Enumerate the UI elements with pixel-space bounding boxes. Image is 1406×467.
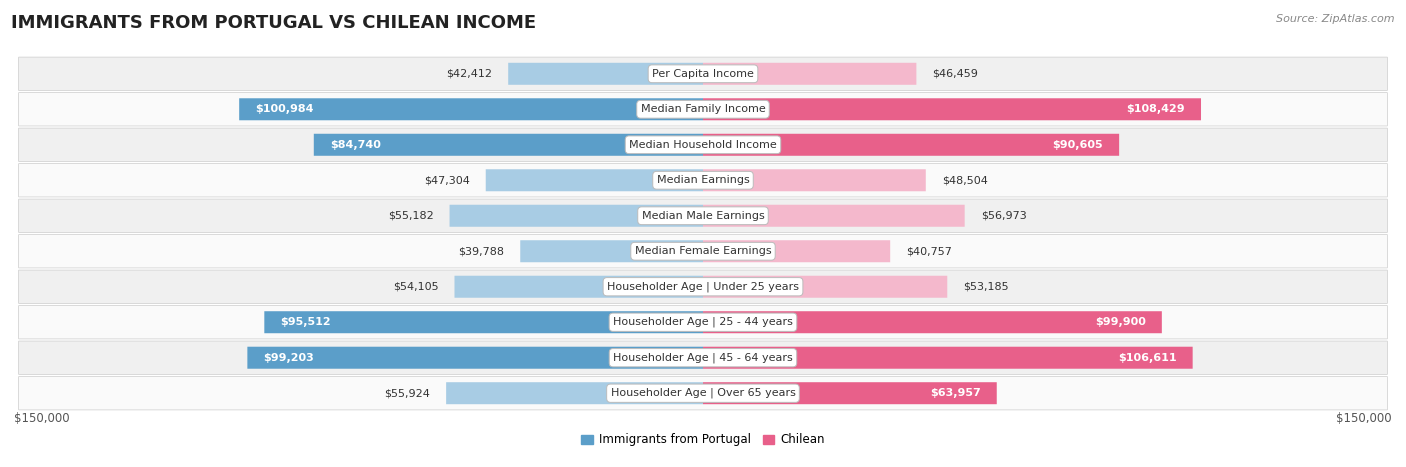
FancyBboxPatch shape xyxy=(247,347,703,369)
Text: $95,512: $95,512 xyxy=(280,317,330,327)
FancyBboxPatch shape xyxy=(703,98,1201,120)
FancyBboxPatch shape xyxy=(703,169,925,191)
FancyBboxPatch shape xyxy=(239,98,703,120)
FancyBboxPatch shape xyxy=(314,134,703,156)
Text: $106,611: $106,611 xyxy=(1118,353,1177,363)
FancyBboxPatch shape xyxy=(703,382,997,404)
Text: $56,973: $56,973 xyxy=(981,211,1026,221)
Legend: Immigrants from Portugal, Chilean: Immigrants from Portugal, Chilean xyxy=(576,429,830,451)
Text: $100,984: $100,984 xyxy=(256,104,314,114)
FancyBboxPatch shape xyxy=(18,305,1388,339)
Text: $150,000: $150,000 xyxy=(1336,412,1392,425)
Text: $63,957: $63,957 xyxy=(929,388,980,398)
FancyBboxPatch shape xyxy=(703,134,1119,156)
Text: $55,924: $55,924 xyxy=(384,388,430,398)
FancyBboxPatch shape xyxy=(18,199,1388,233)
FancyBboxPatch shape xyxy=(454,276,703,298)
Text: IMMIGRANTS FROM PORTUGAL VS CHILEAN INCOME: IMMIGRANTS FROM PORTUGAL VS CHILEAN INCO… xyxy=(11,14,536,32)
Text: Median Earnings: Median Earnings xyxy=(657,175,749,185)
FancyBboxPatch shape xyxy=(446,382,703,404)
Text: Per Capita Income: Per Capita Income xyxy=(652,69,754,79)
FancyBboxPatch shape xyxy=(703,63,917,85)
FancyBboxPatch shape xyxy=(18,128,1388,162)
FancyBboxPatch shape xyxy=(18,270,1388,304)
Text: $54,105: $54,105 xyxy=(392,282,439,292)
Text: Median Male Earnings: Median Male Earnings xyxy=(641,211,765,221)
FancyBboxPatch shape xyxy=(520,240,703,262)
Text: $53,185: $53,185 xyxy=(963,282,1010,292)
Text: $150,000: $150,000 xyxy=(14,412,70,425)
FancyBboxPatch shape xyxy=(508,63,703,85)
Text: $84,740: $84,740 xyxy=(330,140,381,150)
Text: Source: ZipAtlas.com: Source: ZipAtlas.com xyxy=(1277,14,1395,24)
Text: $90,605: $90,605 xyxy=(1053,140,1104,150)
FancyBboxPatch shape xyxy=(703,240,890,262)
Text: $46,459: $46,459 xyxy=(932,69,979,79)
Text: $55,182: $55,182 xyxy=(388,211,433,221)
FancyBboxPatch shape xyxy=(264,311,703,333)
FancyBboxPatch shape xyxy=(703,276,948,298)
Text: Median Household Income: Median Household Income xyxy=(628,140,778,150)
FancyBboxPatch shape xyxy=(703,311,1161,333)
FancyBboxPatch shape xyxy=(18,341,1388,375)
Text: Householder Age | Over 65 years: Householder Age | Over 65 years xyxy=(610,388,796,398)
Text: $99,203: $99,203 xyxy=(263,353,314,363)
FancyBboxPatch shape xyxy=(18,92,1388,126)
Text: $42,412: $42,412 xyxy=(446,69,492,79)
Text: Householder Age | 45 - 64 years: Householder Age | 45 - 64 years xyxy=(613,353,793,363)
Text: $47,304: $47,304 xyxy=(423,175,470,185)
Text: Householder Age | 25 - 44 years: Householder Age | 25 - 44 years xyxy=(613,317,793,327)
Text: $48,504: $48,504 xyxy=(942,175,988,185)
Text: Median Female Earnings: Median Female Earnings xyxy=(634,246,772,256)
FancyBboxPatch shape xyxy=(450,205,703,227)
Text: Median Family Income: Median Family Income xyxy=(641,104,765,114)
FancyBboxPatch shape xyxy=(18,376,1388,410)
FancyBboxPatch shape xyxy=(18,234,1388,268)
FancyBboxPatch shape xyxy=(703,347,1192,369)
FancyBboxPatch shape xyxy=(703,205,965,227)
Text: $108,429: $108,429 xyxy=(1126,104,1185,114)
Text: $39,788: $39,788 xyxy=(458,246,505,256)
FancyBboxPatch shape xyxy=(18,163,1388,197)
Text: $99,900: $99,900 xyxy=(1095,317,1146,327)
FancyBboxPatch shape xyxy=(485,169,703,191)
FancyBboxPatch shape xyxy=(18,57,1388,91)
Text: Householder Age | Under 25 years: Householder Age | Under 25 years xyxy=(607,282,799,292)
Text: $40,757: $40,757 xyxy=(907,246,952,256)
